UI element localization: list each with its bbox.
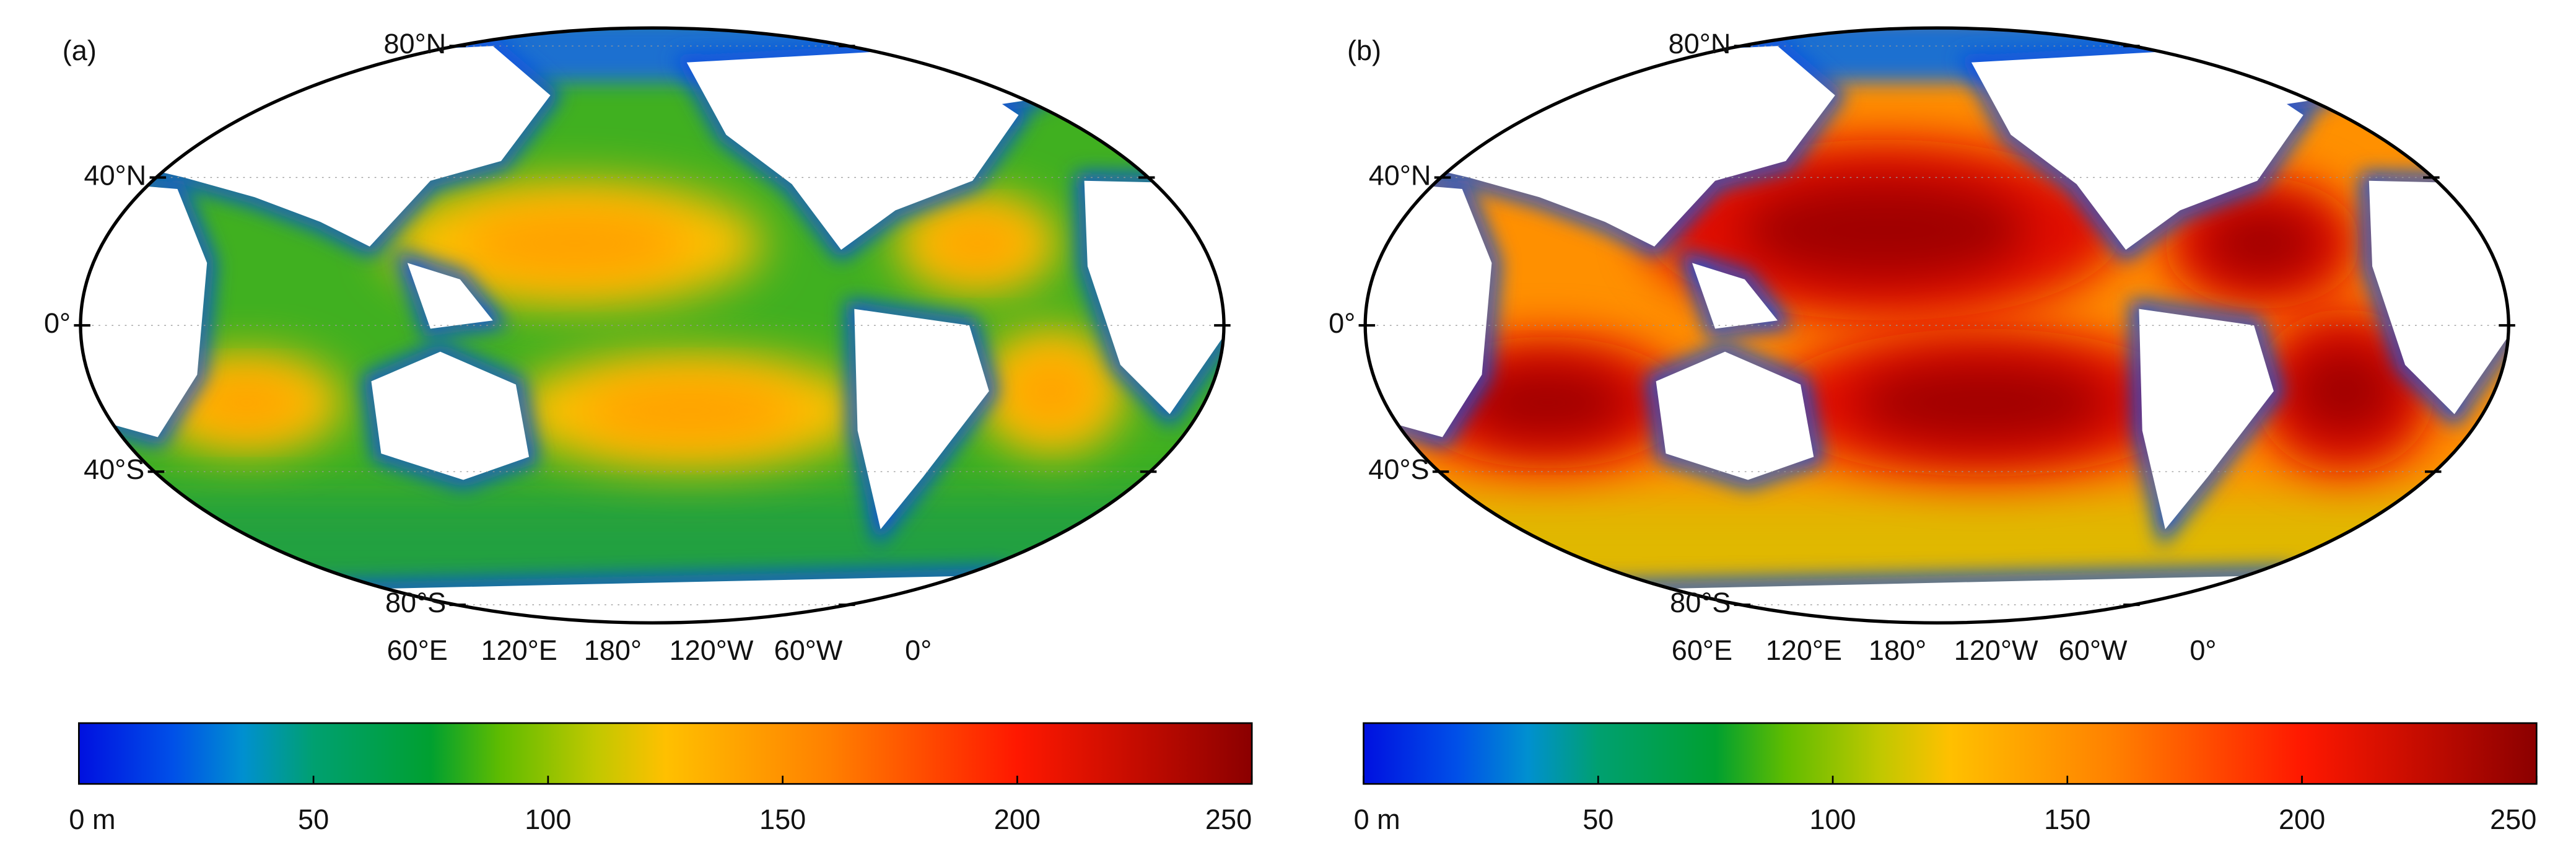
- lon-label: 60°W: [774, 634, 843, 666]
- lon-label: 60°E: [387, 634, 448, 666]
- lon-label: 60°W: [2059, 634, 2128, 666]
- warm-core: [2203, 207, 2321, 279]
- colorbar-tick-label: 100: [525, 804, 571, 835]
- panel-label: (a): [63, 35, 97, 66]
- colorbar-tick-label: 250: [2490, 804, 2536, 835]
- land: [1084, 180, 1225, 415]
- panel: (a) 80°N 40°N 0° 40°S 80°S 60°E 120°E 180° 120°W 6…: [44, 26, 1253, 835]
- land: [1971, 49, 2303, 250]
- lon-label: 120°E: [1766, 634, 1842, 666]
- colorbar-tick-label: 0 m: [69, 804, 115, 835]
- lat-label: 0°: [44, 307, 71, 339]
- lon-label: 180°: [1869, 634, 1926, 666]
- colorbar-tick-label: 150: [2044, 804, 2090, 835]
- colorbar-tick-label: 200: [994, 804, 1041, 835]
- lon-label: 60°E: [1672, 634, 1732, 666]
- land: [1365, 180, 1492, 437]
- lon-label: 180°: [584, 634, 642, 666]
- warm-core: [1741, 180, 2028, 280]
- land: [854, 309, 989, 530]
- lat-label: 80°N: [383, 28, 446, 59]
- land: [1656, 351, 1814, 480]
- land: [1514, 575, 2353, 623]
- land: [230, 575, 1068, 623]
- lon-label: 120°W: [1954, 634, 2038, 666]
- land: [407, 263, 493, 329]
- warm-core: [461, 209, 689, 278]
- colorbar-tick-label: 50: [298, 804, 329, 835]
- panel-label: (b): [1347, 35, 1381, 66]
- coast-band: [80, 37, 562, 257]
- lat-label: 40°N: [84, 159, 147, 191]
- lon-label: 0°: [2190, 634, 2216, 666]
- land: [1692, 263, 1778, 329]
- colorbar-tick-label: 250: [1205, 804, 1252, 835]
- warm-core: [928, 216, 1027, 271]
- lat-label: 0°: [1329, 307, 1355, 339]
- colorbar-tick-label: 150: [759, 804, 806, 835]
- lat-label: 40°S: [1368, 454, 1429, 485]
- polar-ocean: [1365, 28, 2509, 82]
- lat-label: 40°S: [84, 454, 144, 485]
- map: [80, 28, 1225, 623]
- warm-core: [1464, 366, 1631, 439]
- land: [2139, 309, 2274, 530]
- warm-core: [187, 375, 306, 430]
- map: [1365, 28, 2509, 623]
- lat-label: 80°N: [1669, 28, 1731, 59]
- warm-core: [2290, 346, 2399, 437]
- lat-label: 80°S: [1670, 587, 1731, 618]
- colorbar-tick-label: 0 m: [1354, 804, 1400, 835]
- lat-label: 80°S: [385, 587, 446, 618]
- lon-label: 120°W: [670, 634, 754, 666]
- lat-label: 40°N: [1369, 159, 1431, 191]
- warm-core: [1006, 356, 1096, 426]
- colorbar-tick-label: 200: [2279, 804, 2325, 835]
- colorbar-tick-label: 50: [1583, 804, 1613, 835]
- land: [2369, 180, 2509, 415]
- warm-core: [581, 379, 799, 443]
- panel: (b) 80°N 40°N 0° 40°S 80°S 60°E 120°E 180° 120°W 6…: [1329, 26, 2538, 835]
- colorbar: [78, 722, 1253, 785]
- land: [371, 351, 530, 480]
- polar-ocean: [80, 28, 1225, 82]
- land: [80, 180, 207, 437]
- colorbar: [1363, 722, 2538, 785]
- warm-core: [1854, 362, 2111, 444]
- land: [686, 49, 1019, 250]
- lon-label: 120°E: [481, 634, 557, 666]
- colorbar-tick-label: 100: [1809, 804, 1856, 835]
- lon-label: 0°: [905, 634, 932, 666]
